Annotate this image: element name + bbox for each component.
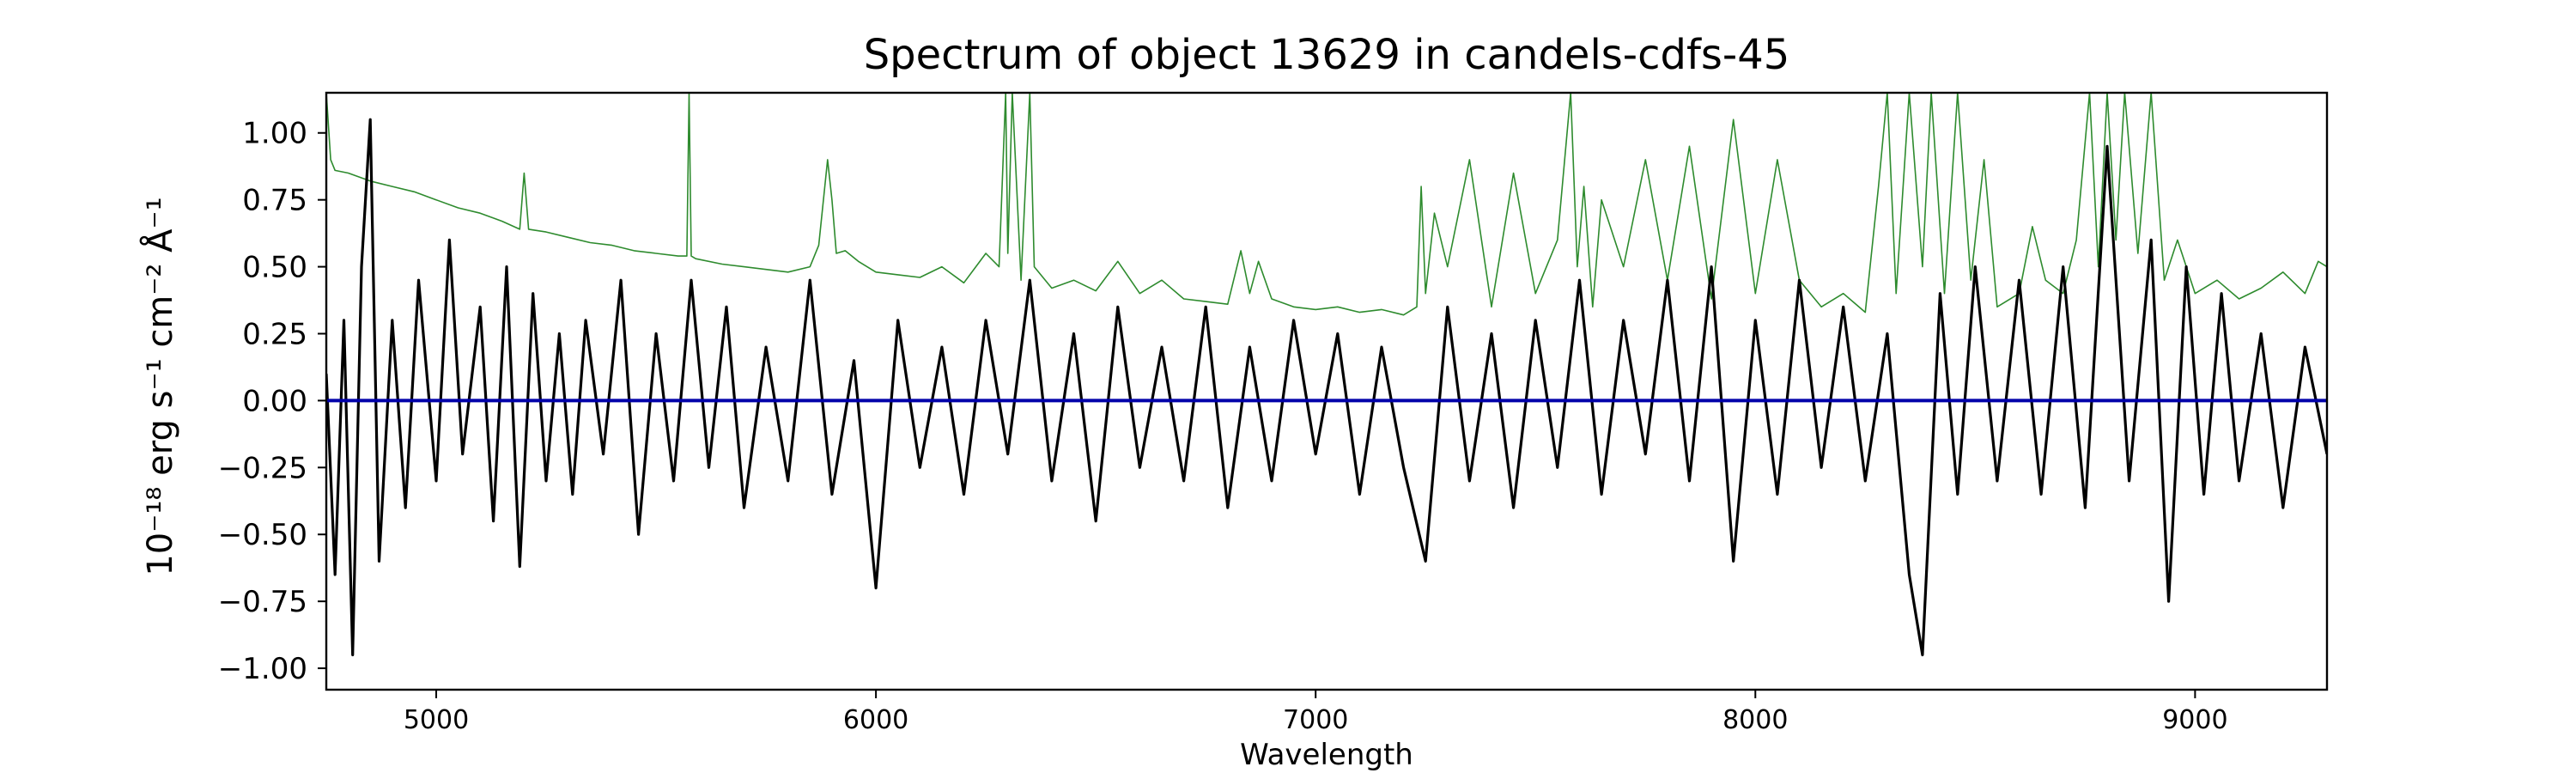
x-tick-label: 9000 bbox=[2162, 705, 2227, 735]
y-tick-label: 0.75 bbox=[242, 184, 307, 218]
x-tick-label: 8000 bbox=[1722, 705, 1788, 735]
y-tick-label: 1.00 bbox=[242, 117, 307, 151]
y-tick-label: 0.25 bbox=[242, 317, 307, 351]
x-tick-label: 5000 bbox=[404, 705, 469, 735]
y-axis-label: 10⁻¹⁸ erg s⁻¹ cm⁻² Å⁻¹ bbox=[139, 197, 180, 575]
y-tick-label: 0.50 bbox=[242, 251, 307, 285]
y-tick-label: −0.75 bbox=[218, 585, 307, 619]
y-tick-label: −0.50 bbox=[218, 518, 307, 552]
chart-title: Spectrum of object 13629 in candels-cdfs… bbox=[864, 31, 1790, 79]
error-series-line bbox=[326, 93, 2327, 316]
y-tick-label: −1.00 bbox=[218, 652, 307, 686]
flux-series-line bbox=[326, 118, 2327, 657]
axes-frame bbox=[325, 91, 2329, 691]
x-tick-label: 6000 bbox=[843, 705, 908, 735]
plot-area: 5000 6000 7000 8000 9000 −1.00 −0.75 −0.50 −0.25… bbox=[218, 91, 2329, 735]
y-tick-label: 0.00 bbox=[242, 384, 307, 418]
x-axis-label: Wavelength bbox=[1240, 738, 1413, 772]
x-tick-label: 7000 bbox=[1283, 705, 1348, 735]
y-tick-label: −0.25 bbox=[218, 451, 307, 485]
